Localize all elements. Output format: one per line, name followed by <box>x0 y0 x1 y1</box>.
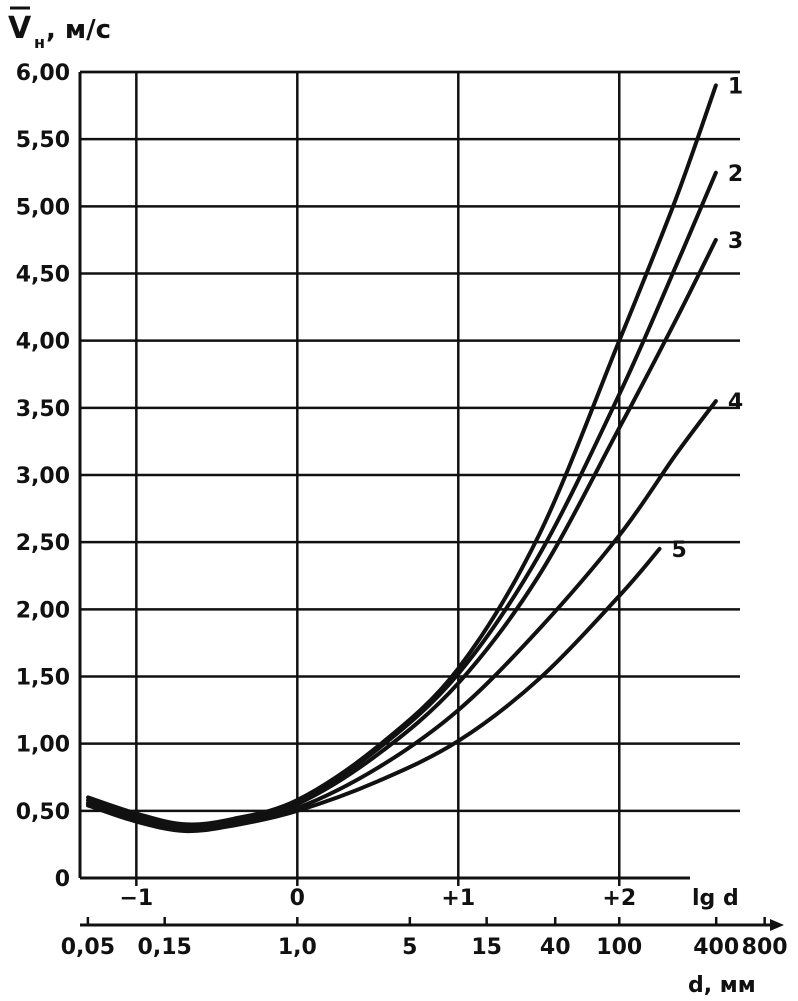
y-axis-title-unit: , м/с <box>46 15 111 45</box>
x-axis-title: lg d <box>692 886 739 911</box>
y-tick-label: 2,00 <box>16 598 70 623</box>
series-2-line <box>86 170 718 828</box>
y-axis-title: V н , м/с <box>8 6 111 52</box>
secondary-x-tick-label: 0,15 <box>138 935 192 960</box>
secondary-x-tick-label: 15 <box>471 935 502 960</box>
y-tick-label: 4,50 <box>16 263 70 288</box>
y-tick-label: 3,50 <box>16 397 70 422</box>
y-tick-label: 5,50 <box>16 128 70 153</box>
series-labels: 1 2 3 4 5 <box>672 74 744 562</box>
secondary-x-tick-label: 40 <box>540 935 571 960</box>
secondary-x-axis: 0,05 0,15 1,0 5 15 40 100 400 800 <box>61 917 788 960</box>
y-tick-label: 5,00 <box>16 195 70 220</box>
secondary-x-tick-label: 800 <box>742 935 788 960</box>
series-1-line <box>86 83 718 827</box>
y-tick-label: 3,00 <box>16 464 70 489</box>
series-4-line <box>86 399 718 832</box>
curves <box>86 83 718 834</box>
secondary-x-tick-label: 400 <box>693 935 739 960</box>
secondary-x-tick-label: 1,0 <box>278 935 317 960</box>
series-5-label: 5 <box>672 538 687 563</box>
series-4-label: 4 <box>728 390 743 415</box>
secondary-x-axis-title: d, мм <box>688 973 756 998</box>
series-3-label: 3 <box>728 229 743 254</box>
secondary-x-axis-arrow <box>770 919 784 931</box>
grid <box>78 70 740 878</box>
y-tick-label: 0 <box>55 867 70 892</box>
x-axis: −1 0 +1 +2 <box>80 876 690 911</box>
x-tick-label: +1 <box>441 886 475 911</box>
y-tick-label: 1,50 <box>16 666 70 691</box>
x-tick-label: −1 <box>119 886 153 911</box>
y-tick-label: 4,00 <box>16 330 70 355</box>
secondary-x-tick-label: 100 <box>596 935 642 960</box>
x-tick-label: 0 <box>290 886 305 911</box>
y-tick-label: 2,50 <box>16 531 70 556</box>
series-1-label: 1 <box>728 74 743 99</box>
y-axis-title-subscript: н <box>34 33 45 52</box>
series-2-label: 2 <box>728 162 743 187</box>
y-tick-labels: 0 0,50 1,00 1,50 2,00 2,50 3,00 3,50 4,00 4,50 5,0… <box>16 61 70 892</box>
series-5-line <box>86 546 662 834</box>
secondary-x-tick-label: 0,05 <box>61 935 115 960</box>
y-axis-title-symbol: V <box>8 11 32 46</box>
y-tick-label: 6,00 <box>16 61 70 86</box>
y-tick-label: 1,00 <box>16 733 70 758</box>
x-tick-label: +2 <box>602 886 636 911</box>
secondary-x-tick-label: 5 <box>402 935 417 960</box>
y-tick-label: 0,50 <box>16 800 70 825</box>
